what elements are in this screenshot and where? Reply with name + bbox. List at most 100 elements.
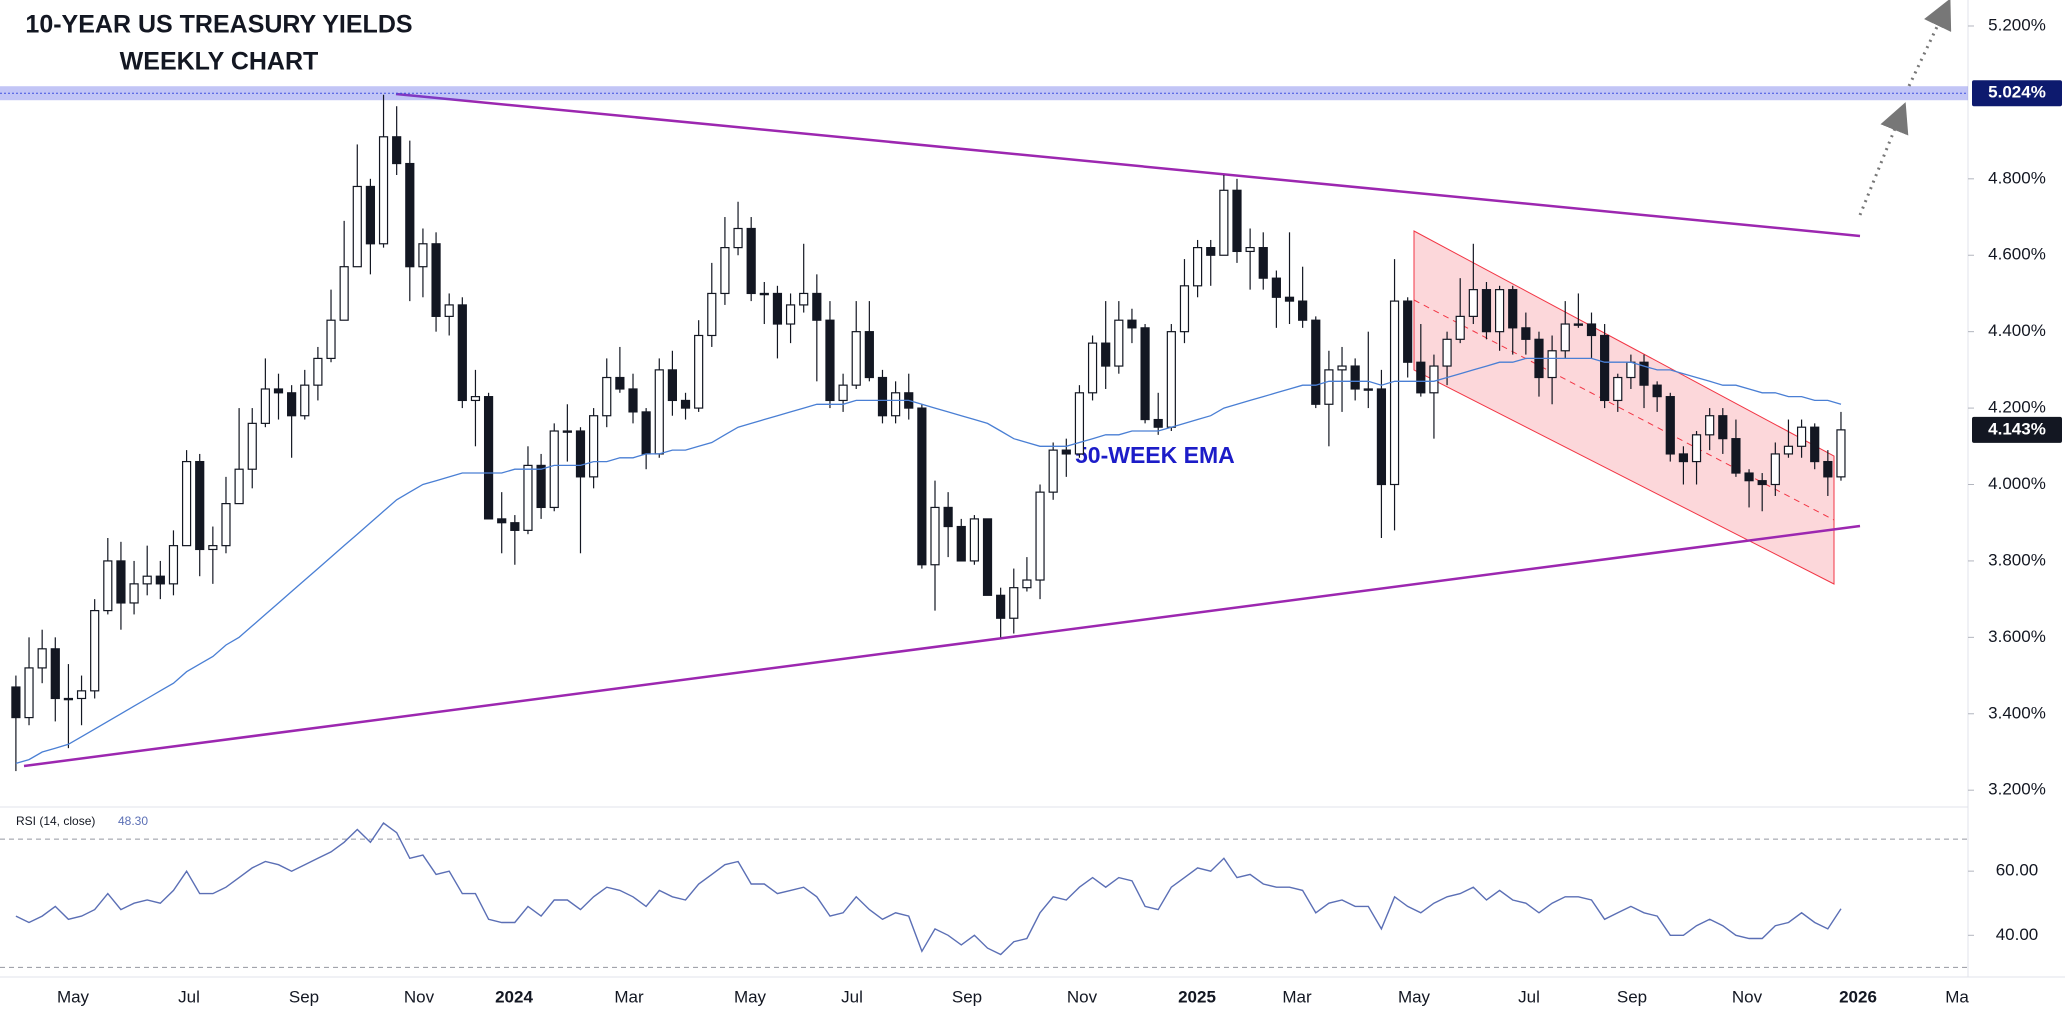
candle-body (969, 518, 979, 562)
candle-body (339, 266, 349, 321)
candle-body (1245, 247, 1255, 253)
candle-body (1311, 319, 1321, 405)
candle-body (1192, 247, 1203, 287)
candle-body (1035, 491, 1045, 581)
candle-body (300, 384, 310, 417)
candle-body (1298, 300, 1308, 321)
candle-body (838, 384, 848, 402)
candle-body (208, 545, 218, 551)
candle-body (733, 227, 743, 249)
candle-body (1823, 460, 1833, 478)
candle-body (181, 460, 192, 547)
candle-body (956, 525, 966, 562)
candle-body (1403, 300, 1413, 363)
y-tick-label: 5.200% (1988, 15, 2046, 34)
candle-body (221, 503, 231, 547)
candle-body (50, 648, 60, 700)
candle-body (1114, 319, 1124, 367)
candle-body (168, 545, 179, 585)
candle-body (1061, 449, 1071, 455)
candle-body (378, 136, 389, 245)
candle-body (825, 319, 835, 402)
candle-body (195, 460, 205, 551)
candle-body (1153, 418, 1163, 428)
candle-body (864, 331, 874, 379)
candle-body (457, 304, 467, 402)
candle-body (1665, 396, 1675, 455)
channel-midline (1413, 299, 1835, 521)
candle-body (24, 667, 34, 719)
y-tick-label: 3.200% (1988, 780, 2046, 799)
candle-body (444, 304, 454, 317)
candle-body (1363, 388, 1373, 391)
candle-body (1337, 365, 1347, 371)
candle-body (1560, 323, 1570, 352)
candle-body (510, 522, 520, 531)
candle-body (1481, 289, 1492, 333)
candle-body (877, 376, 888, 417)
candle-body (562, 430, 572, 433)
breakout-arrow (1858, 102, 1909, 216)
lower-trendline (23, 524, 1861, 768)
rsi-line (15, 822, 1842, 956)
candle-body (1744, 472, 1754, 482)
candle-body (720, 247, 730, 295)
rsi-current: 48.30 (118, 814, 148, 828)
y-tick-label: 4.800% (1988, 168, 2046, 187)
rsi-tick-label: 60.00 (1996, 861, 2039, 880)
x-tick-label: 2024 (495, 987, 533, 1006)
candle-body (90, 609, 100, 692)
candle-body (1429, 365, 1439, 394)
candle-body (273, 388, 284, 394)
last-price-label: 4.143% (1988, 419, 2046, 438)
x-tick-label: Mar (1282, 987, 1312, 1006)
chart-title: 10-YEAR US TREASURY YIELDS (25, 11, 412, 39)
candle-body (431, 243, 441, 317)
candle-body (1127, 319, 1137, 329)
y-tick-label: 3.600% (1988, 627, 2046, 646)
candle-body (1140, 327, 1150, 421)
candle-body (1284, 296, 1295, 302)
candle-body (405, 162, 415, 268)
candle-body (234, 468, 244, 505)
candle-body (1770, 453, 1780, 486)
candle-body (1810, 426, 1820, 463)
falling-channel (1413, 230, 1835, 585)
x-tick-label: Jul (178, 987, 200, 1006)
candle-body (1416, 361, 1426, 394)
candle-body (1009, 587, 1019, 619)
candle-body (812, 292, 822, 321)
x-tick-label: Sep (952, 987, 982, 1006)
candle-body (746, 227, 756, 295)
candle-body (851, 331, 861, 386)
candle-body (1547, 350, 1557, 379)
candle-body (1836, 429, 1846, 478)
y-tick-label: 3.400% (1988, 703, 2046, 722)
candle-body (11, 686, 21, 719)
x-tick-label: May (1398, 987, 1431, 1006)
candle-body (1508, 289, 1518, 329)
candle-body (1678, 453, 1689, 463)
candle-body (602, 376, 612, 417)
candle-body (1639, 361, 1649, 386)
candle-body (1652, 384, 1662, 398)
candle-body (1206, 247, 1216, 256)
candle-body (392, 136, 402, 165)
candle-body (155, 575, 165, 585)
candle-body (799, 292, 809, 306)
x-tick-label: Nov (404, 987, 435, 1006)
candle-body (1494, 289, 1505, 333)
x-tick-label: Jul (841, 987, 863, 1006)
candle-body (589, 415, 599, 478)
candle-body (116, 560, 126, 604)
candle-body (772, 292, 783, 325)
candle-body (707, 292, 717, 337)
candle-body (694, 334, 704, 409)
candle-body (129, 583, 139, 604)
candle-body (1324, 369, 1334, 405)
candle-body (1048, 449, 1058, 493)
y-tick-label: 4.200% (1988, 398, 2046, 417)
upper-trendline (395, 92, 1861, 238)
